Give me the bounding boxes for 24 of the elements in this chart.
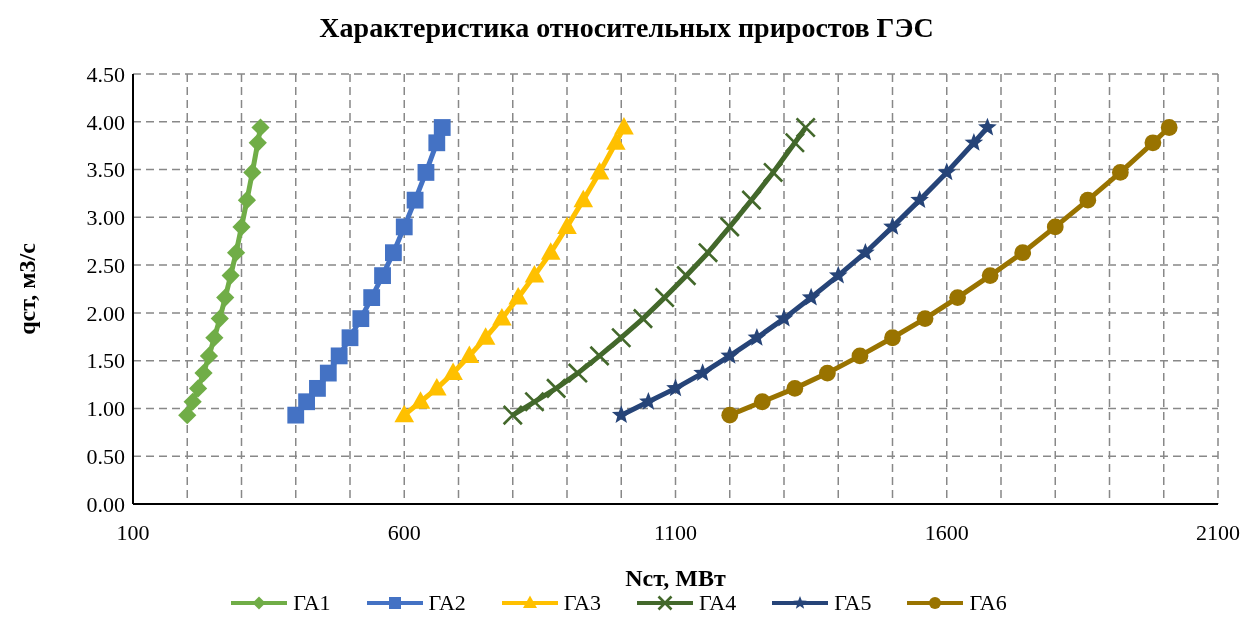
- y-tick-label: 0.00: [86, 491, 125, 517]
- y-axis-title: qст, м3/с: [13, 242, 40, 335]
- x-tick-label: 600: [387, 519, 421, 545]
- chart-title: Характеристика относительных приростов ГЭС: [318, 11, 935, 45]
- y-tick-label: 4.50: [86, 61, 125, 87]
- y-tick-label: 3.50: [86, 157, 125, 183]
- x-tick-label: 2100: [1196, 519, 1240, 545]
- legend-label: ГА1: [293, 590, 331, 616]
- x-tick-label: 1600: [924, 519, 969, 545]
- x-tick-label: 100: [116, 519, 150, 545]
- x-tick-label: 1100: [653, 519, 698, 545]
- legend-label: ГА6: [969, 590, 1007, 616]
- legend-label: ГА3: [563, 590, 601, 616]
- y-tick-label: 0.50: [86, 444, 125, 470]
- legend-label: ГА2: [428, 590, 466, 616]
- y-tick-label: 2.50: [86, 252, 125, 278]
- x-axis-title: Nст, МВт: [625, 565, 726, 591]
- y-tick-label: 4.00: [86, 109, 125, 135]
- y-tick-label: 3.00: [86, 205, 125, 231]
- y-tick-label: 1.50: [86, 348, 125, 374]
- y-tick-label: 2.00: [86, 300, 125, 326]
- legend-label: ГА5: [834, 590, 872, 616]
- legend-label: ГА4: [699, 590, 737, 616]
- y-tick-label: 1.00: [86, 396, 125, 422]
